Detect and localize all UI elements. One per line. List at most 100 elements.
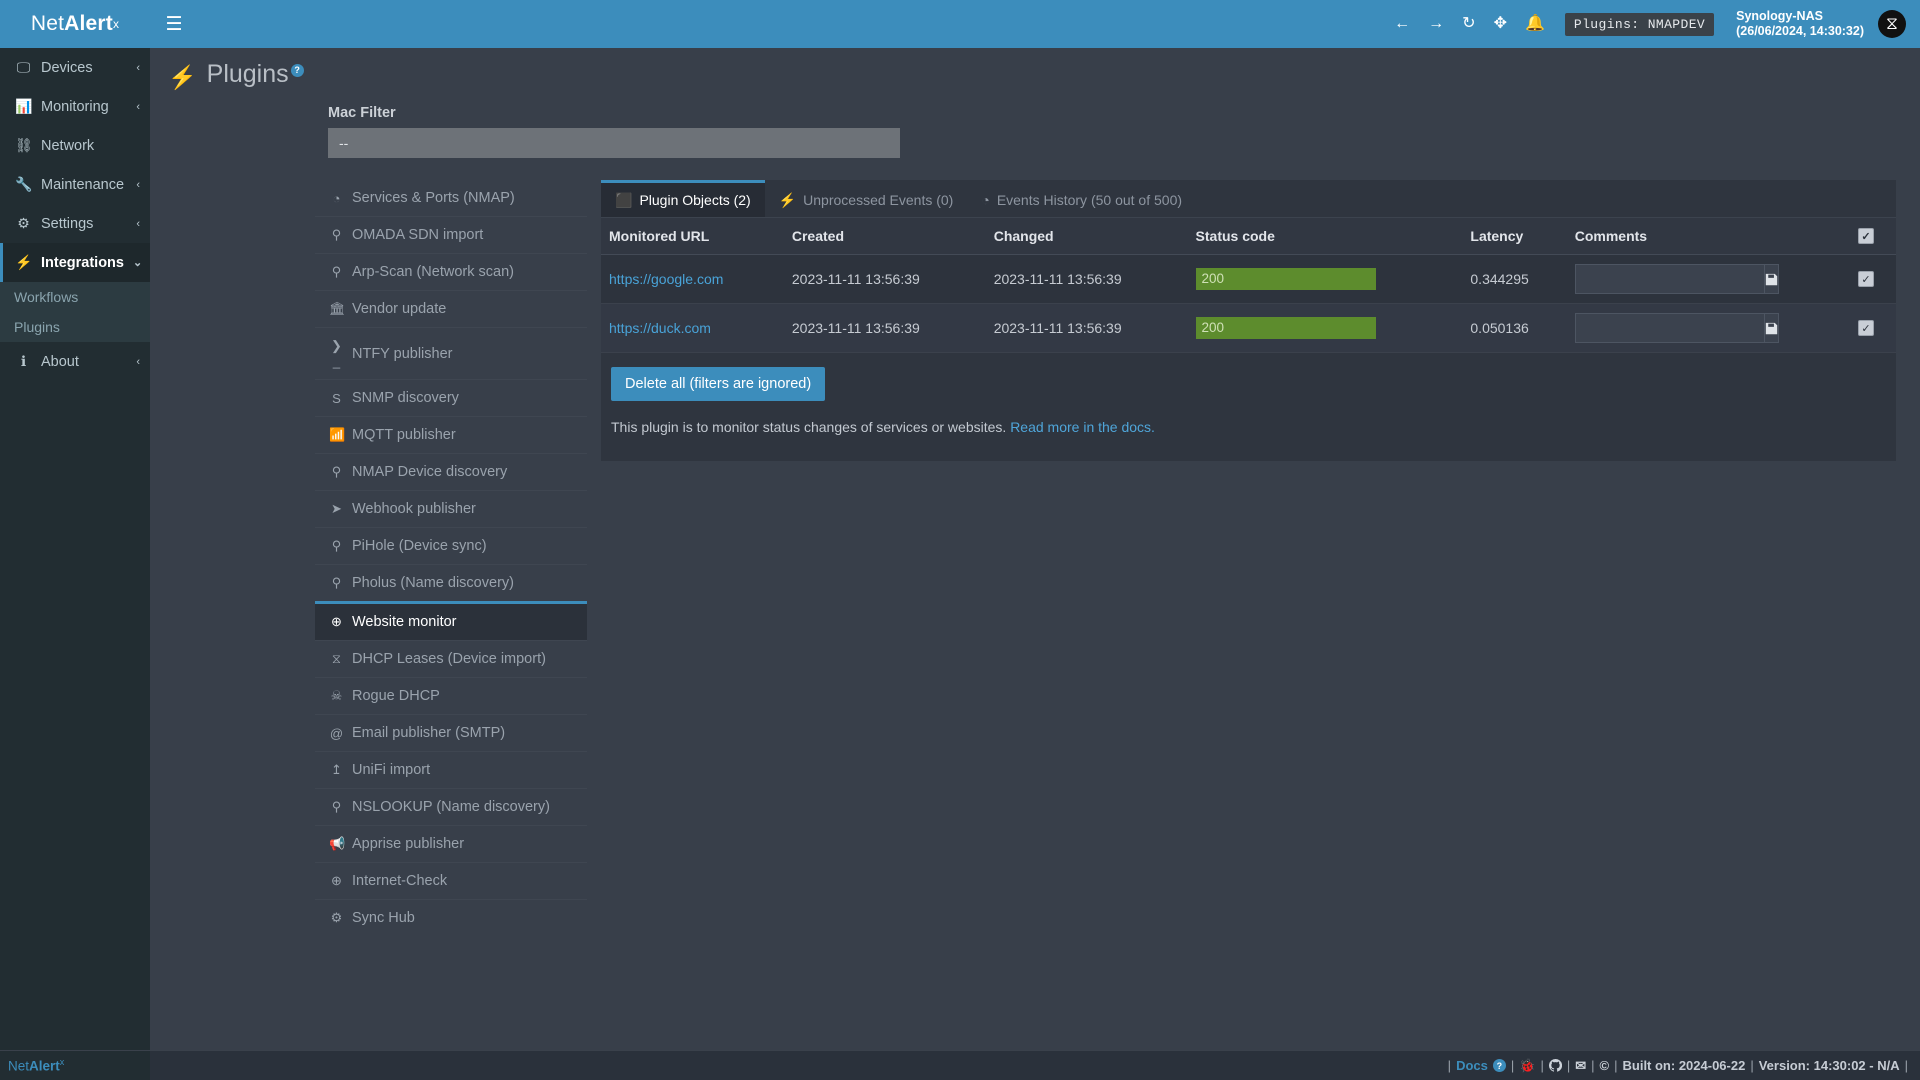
plugin-item-label: Vendor update	[352, 301, 447, 317]
plugin-item-omada-sdn[interactable]: ⚲ OMADA SDN import	[315, 216, 587, 253]
plugin-item-services-ports[interactable]: ◔ Services & Ports (NMAP)	[315, 180, 587, 216]
plugin-item-arp-scan[interactable]: ⚲ Arp-Scan (Network scan)	[315, 253, 587, 290]
plugin-item-dhcp-leases[interactable]: ⧖ DHCP Leases (Device import)	[315, 640, 587, 677]
sidebar-sublink-plugins[interactable]: Plugins	[14, 319, 60, 335]
page-header: ⚡ Plugins?	[150, 48, 1920, 89]
plugin-item-website-monitor[interactable]: ⊕ Website monitor	[315, 601, 587, 640]
comment-input[interactable]	[1574, 264, 1764, 294]
plugin-item-rogue-dhcp[interactable]: ☠ Rogue DHCP	[315, 677, 587, 714]
docs-link[interactable]: Read more in the docs.	[1010, 419, 1155, 435]
sidebar-sublink-workflows[interactable]: Workflows	[14, 289, 79, 305]
plugin-item-label: Sync Hub	[352, 910, 415, 926]
plugin-item-pihole-device-sync[interactable]: ⚲ PiHole (Device sync)	[315, 527, 587, 564]
sidebar-link-devices[interactable]: 🖵 Devices ‹	[0, 48, 150, 87]
plugin-item-label: NSLOOKUP (Name discovery)	[352, 799, 550, 815]
help-icon[interactable]: ?	[290, 63, 304, 77]
forward-arrow-icon[interactable]: →	[1428, 15, 1445, 32]
plugin-item-snmp-discovery[interactable]: S SNMP discovery	[315, 379, 587, 416]
plugin-item-mqtt-publisher[interactable]: 📶 MQTT publisher	[315, 416, 587, 453]
sidebar-item-label: About	[41, 353, 79, 370]
plugin-item-label: Rogue DHCP	[352, 688, 440, 704]
search-icon: ⚲	[331, 575, 342, 590]
bug-icon[interactable]: 🐞	[1519, 1057, 1536, 1073]
plugin-item-label: NTFY publisher	[352, 345, 453, 362]
avatar[interactable]: ⧖	[1878, 10, 1906, 38]
footer-brand-prefix: Net	[8, 1058, 30, 1074]
select-all-checkbox[interactable]: ✓	[1858, 228, 1874, 244]
menu-toggle-icon[interactable]: ☰	[165, 13, 183, 35]
plugin-item-label: Pholus (Name discovery)	[352, 575, 514, 591]
chevron-left-icon: ‹	[136, 61, 140, 74]
sidebar-item-maintenance: 🔧 Maintenance ‹	[0, 165, 150, 204]
brand-logo[interactable]: Net Alert x	[0, 0, 150, 48]
page-title: Plugins?	[207, 62, 304, 87]
sidebar-link-network[interactable]: ⛓ Network	[0, 126, 150, 165]
column-header-latency[interactable]: Latency	[1462, 218, 1567, 255]
body-area: 🖵 Devices ‹ 📊 Monitoring ‹ ⛓ Network 🔧 M…	[0, 48, 1920, 1050]
copyright-icon[interactable]: ©	[1599, 1058, 1610, 1073]
tab-events-history[interactable]: ◔ Events History (50 out of 500)	[967, 180, 1196, 217]
plugin-item-internet-check[interactable]: ⊕ Internet-Check	[315, 862, 587, 899]
plugin-item-sync-hub[interactable]: ⚙ Sync Hub	[315, 899, 587, 936]
status-code-bar: 200	[1195, 268, 1376, 290]
plugin-item-vendor-update[interactable]: 🏛 Vendor update	[315, 290, 587, 327]
question-mark-icon[interactable]: ?	[1492, 1059, 1506, 1072]
plugin-item-email-publisher[interactable]: @ Email publisher (SMTP)	[315, 714, 587, 751]
status-code-bar: 200	[1195, 317, 1376, 339]
comment-group	[1574, 313, 1779, 343]
monitored-url-link[interactable]: https://google.com	[609, 271, 724, 287]
mac-filter-input[interactable]	[328, 128, 900, 158]
save-icon[interactable]	[1763, 264, 1779, 294]
back-arrow-icon[interactable]: ←	[1394, 15, 1411, 32]
plugin-item-webhook-publisher[interactable]: ➤ Webhook publisher	[315, 490, 587, 527]
tab-unprocessed-events[interactable]: ⚡ Unprocessed Events (0)	[765, 180, 968, 217]
upload-icon: ↥	[331, 762, 342, 777]
bolt-icon: ⚡	[778, 191, 797, 208]
column-header-monitored-url[interactable]: Monitored URL	[601, 218, 784, 255]
column-header-changed[interactable]: Changed	[985, 218, 1188, 255]
footer-docs-link[interactable]: Docs	[1456, 1058, 1488, 1073]
sidebar-item-settings: ⚙ Settings ‹	[0, 204, 150, 243]
comment-input[interactable]	[1574, 313, 1764, 343]
plugin-item-unifi-import[interactable]: ↥ UniFi import	[315, 751, 587, 788]
sidebar-item-integrations: ⚡ Integrations ⌄ Workflows Plugins	[0, 243, 150, 342]
sidebar-link-integrations[interactable]: ⚡ Integrations ⌄	[0, 243, 150, 282]
column-header-status[interactable]: ✓	[1836, 218, 1896, 255]
sidebar-link-settings[interactable]: ⚙ Settings ‹	[0, 204, 150, 243]
monitored-url-link[interactable]: https://duck.com	[609, 320, 711, 336]
column-header-status-code[interactable]: Status code	[1187, 218, 1463, 255]
row-status-checkbox[interactable]: ✓	[1858, 271, 1874, 287]
cell-status: ✓	[1836, 254, 1896, 304]
mail-icon[interactable]: ✉	[1575, 1057, 1587, 1073]
column-header-comments[interactable]: Comments	[1566, 218, 1836, 255]
github-icon[interactable]	[1548, 1059, 1562, 1072]
refresh-icon[interactable]: ↻	[1462, 15, 1476, 32]
plugin-item-pholus-name-discovery[interactable]: ⚲ Pholus (Name discovery)	[315, 564, 587, 601]
move-icon[interactable]: ✥	[1493, 15, 1507, 32]
cell-monitored-url: https://duck.com	[601, 303, 784, 353]
sidebar-item-monitoring: 📊 Monitoring ‹	[0, 87, 150, 126]
chevron-down-icon: ⌄	[132, 257, 143, 269]
table-row: https://google.com 2023-11-11 13:56:39 2…	[601, 254, 1896, 304]
sidebar-link-monitoring[interactable]: 📊 Monitoring ‹	[0, 87, 150, 126]
tab-plugin-objects[interactable]: ⬛ Plugin Objects (2)	[601, 180, 765, 217]
bell-icon[interactable]: 🔔	[1524, 15, 1545, 32]
sidebar-link-about[interactable]: ℹ About ‹	[0, 342, 150, 381]
footer-separator: |	[1614, 1058, 1618, 1073]
footer-brand[interactable]: NetAlertx	[0, 1057, 64, 1074]
sidebar-subitem-plugins: Plugins	[0, 312, 150, 342]
sidebar-nav: 🖵 Devices ‹ 📊 Monitoring ‹ ⛓ Network 🔧 M…	[0, 48, 150, 381]
laptop-icon: 🖵	[16, 59, 31, 75]
plugin-item-apprise-publisher[interactable]: 📢 Apprise publisher	[315, 825, 587, 862]
plugin-item-nslookup[interactable]: ⚲ NSLOOKUP (Name discovery)	[315, 788, 587, 825]
delete-all-button[interactable]: Delete all (filters are ignored)	[611, 367, 826, 401]
hourglass-icon: ⧖	[331, 651, 342, 666]
column-header-created[interactable]: Created	[783, 218, 986, 255]
plugin-item-ntfy-publisher[interactable]: ❯_ NTFY publisher	[315, 327, 587, 379]
floppy-disk-glyph	[1765, 273, 1777, 285]
save-icon[interactable]	[1763, 313, 1779, 343]
row-status-checkbox[interactable]: ✓	[1858, 320, 1874, 336]
brand-sup: x	[112, 17, 120, 31]
plugin-item-nmap-device-discovery[interactable]: ⚲ NMAP Device discovery	[315, 453, 587, 490]
sidebar-link-maintenance[interactable]: 🔧 Maintenance ‹	[0, 165, 150, 204]
